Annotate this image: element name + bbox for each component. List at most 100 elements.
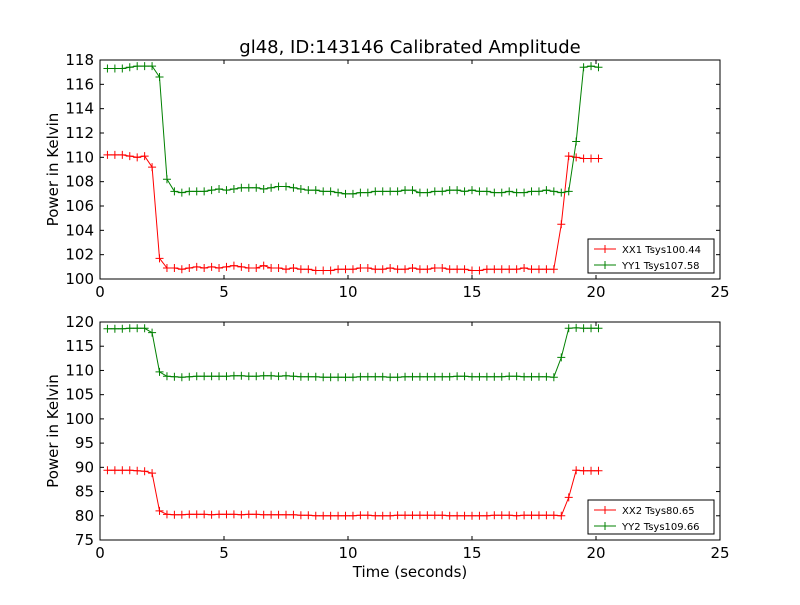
top-series-2-point <box>505 187 514 196</box>
bottom-x-tick-label: 5 <box>219 544 229 562</box>
top-series-2-point <box>490 188 499 197</box>
top-series-2-point <box>326 187 335 196</box>
bottom-series-1-point <box>282 510 290 519</box>
bottom-series-2-point <box>475 372 484 381</box>
top-y-tick-label: 100 <box>65 270 94 288</box>
top-series-1-point <box>401 265 410 274</box>
bottom-series-2-point <box>274 372 283 381</box>
top-series-1-point <box>542 265 551 274</box>
bottom-series-2-point <box>259 371 268 380</box>
bottom-series-1-point <box>289 510 298 519</box>
bottom-series-1-point <box>326 511 335 520</box>
bottom-series-2-point <box>527 372 536 381</box>
top-series-1-point <box>534 265 543 274</box>
top-series-1-point <box>177 265 186 274</box>
bottom-series-1-point <box>468 511 476 520</box>
top-series-2-point <box>118 64 127 73</box>
top-series-2-point <box>386 187 395 196</box>
bottom-series-2-point <box>229 371 238 380</box>
top-series-2-point <box>579 63 588 72</box>
bottom-series-1-point <box>587 466 596 475</box>
top-series-1-point <box>527 265 536 274</box>
top-series-2-point <box>229 184 238 193</box>
bottom-x-tick-label: 15 <box>462 544 481 562</box>
top-series-2-point <box>453 186 462 195</box>
top-series-1-point <box>587 154 596 163</box>
top-series-1-point <box>192 262 201 271</box>
top-series-2-point <box>192 187 201 196</box>
bottom-y-tick-label: 105 <box>65 386 94 404</box>
top-series-2-point <box>334 188 343 197</box>
top-series-2-point <box>415 188 424 197</box>
bottom-series-2-point <box>594 324 603 333</box>
top-x-tick-label: 15 <box>462 283 481 301</box>
bottom-series-1-point <box>110 466 119 475</box>
bottom-series-1-point <box>229 510 238 519</box>
bottom-plot-area <box>103 323 603 520</box>
bottom-axes-frame <box>99 321 721 541</box>
top-series-2-point <box>348 189 357 198</box>
top-panel: 0 5 10 15 20 25 100 102 104 106 108 110 112 114 116 118… <box>44 51 730 301</box>
chart-title: gl48, ID:143146 Calibrated Amplitude <box>239 37 580 58</box>
top-series-2-point <box>296 184 305 193</box>
top-series-2-point <box>401 186 410 195</box>
bottom-series-2-point <box>118 324 127 333</box>
bottom-series-1-point <box>534 511 543 520</box>
top-series-1-point <box>505 265 514 274</box>
top-series-1-point <box>133 153 142 162</box>
top-series-2-point <box>430 187 439 196</box>
bottom-x-tick-label: 25 <box>710 544 729 562</box>
top-series-1-point <box>326 266 335 275</box>
bottom-series-1-point <box>148 469 157 478</box>
top-y-tick-label: 110 <box>65 148 94 166</box>
bottom-series-2-point <box>282 371 290 380</box>
top-series-1-point <box>475 266 484 275</box>
bottom-series-1-point <box>200 510 209 519</box>
bottom-series-1-point <box>475 511 484 520</box>
bottom-series-1-point <box>408 511 417 520</box>
bottom-series-2-point <box>512 372 521 381</box>
top-series-1-point <box>594 154 603 163</box>
top-series-1-point <box>549 265 558 274</box>
top-series-2-point <box>542 186 551 195</box>
top-series-1-point <box>311 266 320 275</box>
top-y-tick-label: 112 <box>65 124 94 142</box>
top-legend-marker-1 <box>601 245 609 253</box>
top-series-2-point <box>215 184 224 193</box>
top-series-1-point <box>267 264 276 273</box>
bottom-series-1-point <box>259 510 268 519</box>
bottom-series-1-point <box>557 511 566 520</box>
bottom-series-1-point <box>371 511 380 520</box>
bottom-y-tick-label: 110 <box>65 361 94 379</box>
top-series-1-point <box>445 265 454 274</box>
bottom-series-1-point <box>386 511 395 520</box>
top-series-2-point <box>482 187 491 196</box>
bottom-series-1-point <box>140 467 149 476</box>
bottom-x-tick-label: 0 <box>95 544 105 562</box>
top-legend-label-2: YY1 Tsys107.58 <box>621 261 700 272</box>
bottom-series-2-point <box>215 372 224 381</box>
bottom-series-1-point <box>348 511 357 520</box>
bottom-series-2-point <box>386 373 395 382</box>
top-series-2-point <box>557 188 566 197</box>
bottom-series-1-point <box>296 511 305 520</box>
top-legend-label-1: XX1 Tsys100.44 <box>622 245 701 256</box>
top-series-2-point <box>185 187 194 196</box>
top-series-2-point <box>534 187 543 196</box>
top-series-1-point <box>296 265 305 274</box>
top-series-1-point <box>453 265 462 274</box>
bottom-series-1-point <box>438 511 447 520</box>
bottom-series-1-point <box>401 511 410 520</box>
top-y-tick-label: 108 <box>65 173 94 191</box>
bottom-series-1-point <box>594 466 603 475</box>
bottom-series-2-point <box>534 372 543 381</box>
top-series-2-point <box>572 137 581 146</box>
top-series-2-point <box>207 186 216 195</box>
bottom-series-2-point <box>207 372 216 381</box>
bottom-series-1-point <box>162 510 171 519</box>
top-x-tick-label: 5 <box>219 283 229 301</box>
top-series-1-point <box>348 265 357 274</box>
bottom-series-2-point <box>587 324 596 333</box>
bottom-series-1-point <box>579 466 588 475</box>
